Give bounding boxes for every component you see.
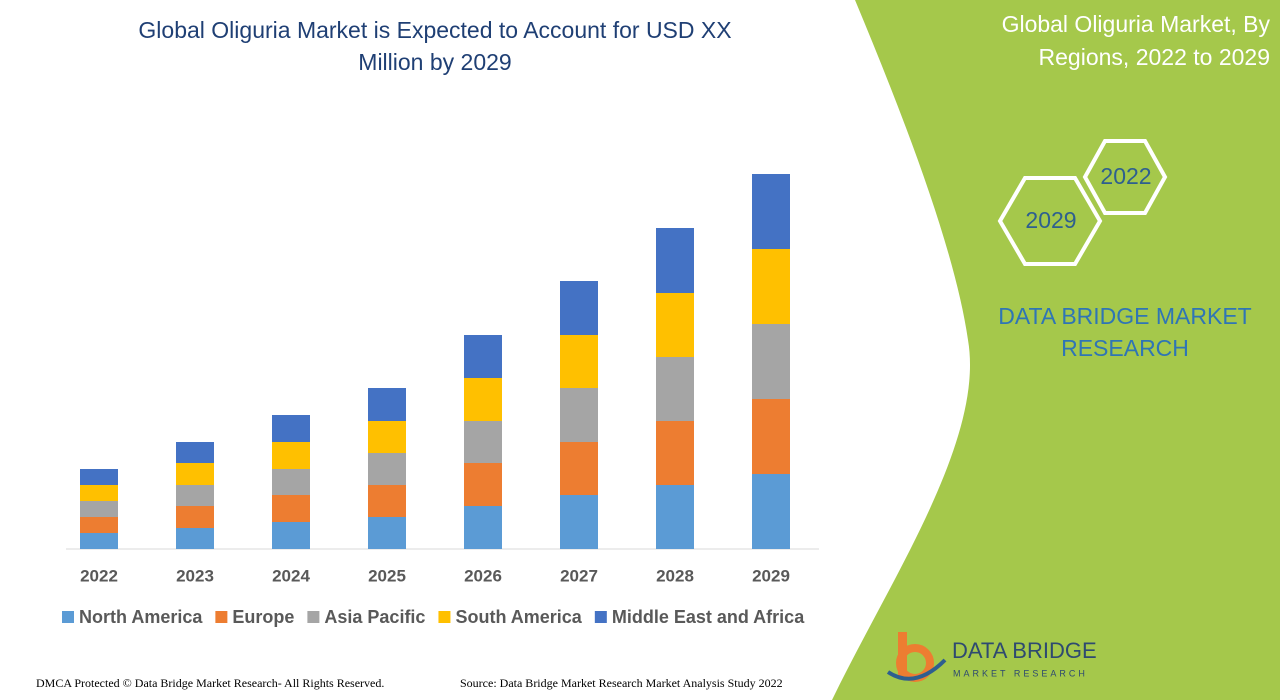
bar-segment bbox=[560, 335, 598, 388]
panel-brand: DATA BRIDGE MARKET RESEARCH bbox=[998, 303, 1252, 361]
bar-segment bbox=[80, 533, 118, 549]
bar-segment bbox=[752, 174, 790, 249]
legend-swatch bbox=[215, 611, 228, 623]
x-tick-label: 2025 bbox=[368, 566, 406, 585]
bar-segment bbox=[272, 495, 310, 522]
legend-label: Europe bbox=[232, 607, 294, 627]
legend-label: North America bbox=[79, 607, 203, 627]
bar-segment bbox=[752, 399, 790, 474]
bar-segment bbox=[368, 485, 406, 517]
bar-segment bbox=[272, 522, 310, 549]
bar-segment bbox=[176, 506, 214, 528]
bar-segment bbox=[368, 517, 406, 549]
bar-segment bbox=[80, 469, 118, 485]
bar-segment bbox=[80, 517, 118, 533]
x-tick-label: 2027 bbox=[560, 566, 598, 585]
bar-segment bbox=[464, 421, 502, 463]
bar-segment bbox=[656, 293, 694, 357]
bar-segment bbox=[560, 281, 598, 335]
bar-segment bbox=[752, 249, 790, 324]
bar-segment bbox=[176, 463, 214, 485]
bar-segment bbox=[656, 421, 694, 485]
bar-segment bbox=[752, 474, 790, 549]
legend-swatch bbox=[62, 611, 74, 623]
bar-segment bbox=[656, 357, 694, 421]
bar-segment bbox=[368, 421, 406, 453]
bar-segment bbox=[464, 378, 502, 421]
bar-segment bbox=[80, 485, 118, 501]
x-tick-label: 2022 bbox=[80, 566, 118, 585]
bar-segment bbox=[656, 485, 694, 549]
bar-segment bbox=[752, 324, 790, 399]
green-panel bbox=[832, 0, 1280, 700]
bar-segment bbox=[176, 485, 214, 506]
bar-segment bbox=[272, 442, 310, 469]
legend-label: South America bbox=[455, 607, 582, 627]
bar-segment bbox=[464, 463, 502, 506]
logo-icon bbox=[886, 632, 947, 682]
hex-label: 2029 bbox=[1025, 207, 1076, 233]
bar-segment bbox=[464, 335, 502, 378]
logo-swoosh bbox=[886, 658, 947, 681]
hexagons bbox=[997, 139, 1168, 266]
x-tick-label: 2023 bbox=[176, 566, 214, 585]
bar-segment bbox=[368, 388, 406, 421]
x-tick-label: 2028 bbox=[656, 566, 694, 585]
logo-name: DATA BRIDGE bbox=[952, 638, 1097, 663]
x-tick-label: 2029 bbox=[752, 566, 790, 585]
bar-segment bbox=[176, 528, 214, 549]
bar-segment bbox=[272, 415, 310, 442]
legend-swatch bbox=[438, 611, 451, 623]
legend-swatch bbox=[594, 611, 607, 623]
legend-label: Middle East and Africa bbox=[612, 607, 805, 627]
bar-segment bbox=[656, 228, 694, 293]
bar-segment bbox=[560, 388, 598, 442]
legend-label: Asia Pacific bbox=[324, 607, 425, 627]
footer-left: DMCA Protected © Data Bridge Market Rese… bbox=[36, 676, 385, 690]
bar-segment bbox=[560, 495, 598, 549]
x-tick-label: 2026 bbox=[464, 566, 502, 585]
x-tick-label: 2024 bbox=[272, 566, 310, 585]
bar-segment bbox=[80, 501, 118, 517]
logo-tagline: MARKET RESEARCH bbox=[953, 668, 1088, 678]
bar-segment bbox=[176, 442, 214, 463]
bar-segment bbox=[272, 469, 310, 495]
hexagon bbox=[997, 176, 1103, 266]
bar-segment bbox=[368, 453, 406, 485]
legend-swatch bbox=[307, 611, 320, 623]
panel-title: Global Oliguria Market, By Regions, 2022… bbox=[1001, 11, 1270, 70]
bar-segment bbox=[464, 506, 502, 549]
bar-segment bbox=[560, 442, 598, 495]
hexagon bbox=[1082, 139, 1168, 215]
hex-label: 2022 bbox=[1100, 163, 1151, 189]
chart-title: Global Oliguria Market is Expected to Ac… bbox=[138, 17, 732, 75]
footer-right: Source: Data Bridge Market Research Mark… bbox=[460, 676, 783, 690]
